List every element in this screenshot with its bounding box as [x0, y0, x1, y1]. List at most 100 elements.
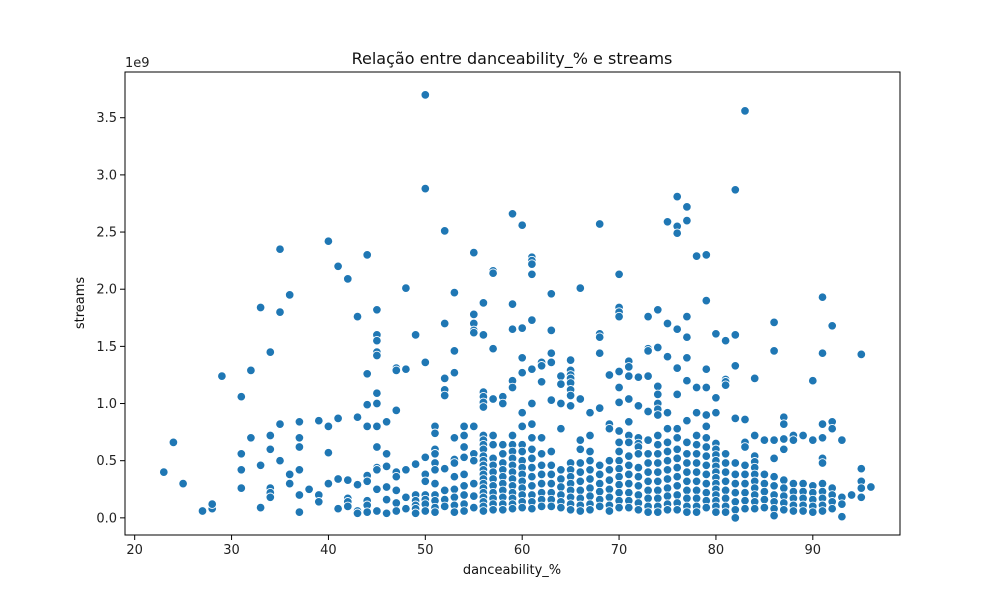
- data-point: [430, 428, 440, 439]
- data-point: [430, 478, 440, 489]
- data-point: [575, 476, 586, 487]
- data-point: [420, 183, 431, 194]
- data-point: [536, 501, 547, 512]
- data-point: [372, 421, 382, 432]
- data-point: [333, 474, 343, 484]
- data-point: [643, 311, 653, 322]
- data-point: [701, 502, 712, 513]
- data-point: [740, 106, 750, 116]
- data-point: [420, 90, 431, 100]
- data-point: [556, 379, 566, 389]
- data-point: [614, 471, 624, 482]
- data-point: [546, 446, 557, 457]
- y-tick-label: 0.5: [96, 454, 117, 469]
- data-point: [682, 311, 692, 322]
- data-point: [672, 444, 682, 455]
- data-point: [469, 421, 479, 432]
- data-point: [585, 474, 595, 484]
- data-point: [740, 503, 750, 514]
- data-point: [808, 507, 818, 517]
- data-point: [730, 458, 741, 468]
- data-point: [856, 349, 867, 360]
- data-point: [323, 421, 334, 432]
- data-point: [459, 430, 469, 441]
- data-point: [255, 502, 266, 513]
- data-point: [691, 439, 702, 450]
- data-point: [730, 478, 741, 489]
- data-point: [304, 484, 314, 495]
- data-point: [507, 209, 518, 219]
- data-point: [856, 463, 867, 474]
- data-point: [333, 503, 343, 514]
- data-point: [488, 343, 498, 354]
- data-point: [604, 370, 615, 380]
- data-point: [236, 449, 247, 459]
- data-point: [314, 497, 324, 507]
- data-point: [469, 309, 479, 320]
- data-point: [817, 419, 828, 429]
- data-point: [469, 478, 479, 489]
- data-point: [527, 364, 537, 374]
- data-point: [701, 451, 712, 461]
- data-point: [527, 471, 537, 482]
- data-point: [362, 421, 372, 432]
- data-point: [478, 330, 489, 340]
- data-point: [643, 458, 653, 468]
- data-point: [769, 317, 779, 328]
- data-point: [720, 507, 731, 517]
- data-point: [236, 483, 247, 493]
- data-point: [759, 435, 770, 445]
- y-tick-label: 1.5: [96, 340, 117, 355]
- data-point: [633, 490, 644, 500]
- data-point: [643, 371, 653, 381]
- data-point: [624, 502, 634, 513]
- data-point: [837, 511, 847, 522]
- data-point: [420, 357, 431, 368]
- data-point: [653, 410, 663, 420]
- data-point: [507, 430, 518, 441]
- data-point: [372, 388, 382, 398]
- data-point: [507, 324, 518, 334]
- data-point: [653, 493, 663, 504]
- data-point: [682, 437, 692, 448]
- data-point: [740, 478, 750, 489]
- data-point: [401, 364, 411, 374]
- data-point: [682, 493, 692, 504]
- data-point: [817, 506, 828, 516]
- data-point: [459, 490, 469, 500]
- data-point: [691, 407, 702, 418]
- data-point: [362, 369, 372, 379]
- data-point: [449, 287, 460, 298]
- data-point: [391, 405, 402, 416]
- data-point: [401, 283, 411, 293]
- data-point: [817, 478, 828, 489]
- data-point: [643, 485, 653, 496]
- data-point: [701, 442, 712, 452]
- data-point: [643, 406, 653, 417]
- data-point: [779, 505, 789, 515]
- data-point: [420, 452, 431, 463]
- chart-title: Relação entre danceability_% e streams: [352, 49, 673, 69]
- data-point: [459, 442, 469, 452]
- data-point: [391, 506, 402, 516]
- data-point: [624, 460, 634, 471]
- data-point: [614, 426, 624, 436]
- data-point: [749, 503, 760, 514]
- data-point: [701, 433, 712, 443]
- data-point: [701, 382, 712, 393]
- data-point: [546, 395, 557, 405]
- x-tick-label: 30: [223, 543, 240, 558]
- data-point: [624, 362, 634, 372]
- data-point: [740, 460, 750, 471]
- data-point: [594, 403, 605, 413]
- data-point: [769, 471, 779, 482]
- data-point: [594, 469, 605, 480]
- data-point: [614, 366, 624, 377]
- data-point: [565, 505, 576, 515]
- data-point: [682, 202, 692, 212]
- y-tick-label: 1.0: [96, 397, 117, 412]
- data-point: [498, 505, 508, 515]
- data-point: [488, 268, 498, 278]
- data-point: [517, 367, 527, 378]
- data-point: [604, 475, 615, 485]
